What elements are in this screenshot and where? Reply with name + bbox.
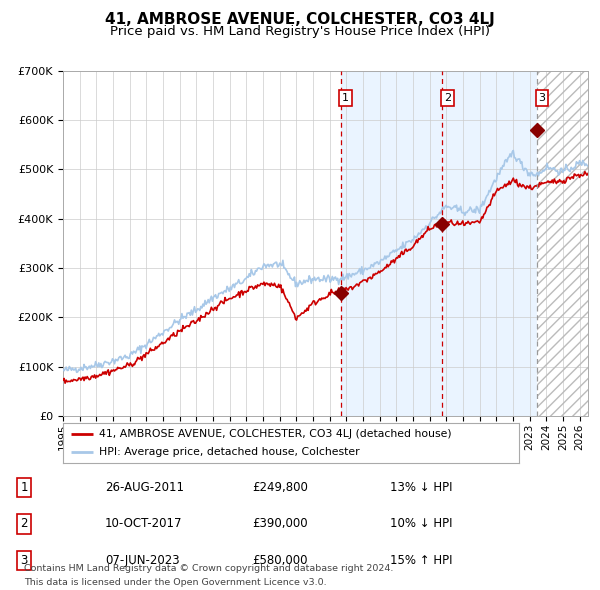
Bar — [537, 71, 588, 416]
Text: 41, AMBROSE AVENUE, COLCHESTER, CO3 4LJ (detached house): 41, AMBROSE AVENUE, COLCHESTER, CO3 4LJ … — [98, 429, 451, 439]
Text: 41, AMBROSE AVENUE, COLCHESTER, CO3 4LJ: 41, AMBROSE AVENUE, COLCHESTER, CO3 4LJ — [105, 12, 495, 27]
Bar — [341, 71, 537, 416]
Text: 07-JUN-2023: 07-JUN-2023 — [105, 554, 179, 567]
Text: 1: 1 — [20, 481, 28, 494]
Text: 3: 3 — [538, 93, 545, 103]
Text: 13% ↓ HPI: 13% ↓ HPI — [390, 481, 452, 494]
Text: 2: 2 — [20, 517, 28, 530]
Bar — [537, 71, 588, 416]
Text: 15% ↑ HPI: 15% ↑ HPI — [390, 554, 452, 567]
Text: 2: 2 — [444, 93, 451, 103]
Text: Contains HM Land Registry data © Crown copyright and database right 2024.: Contains HM Land Registry data © Crown c… — [24, 565, 394, 573]
Text: 10-OCT-2017: 10-OCT-2017 — [105, 517, 182, 530]
Text: 3: 3 — [20, 554, 28, 567]
Text: This data is licensed under the Open Government Licence v3.0.: This data is licensed under the Open Gov… — [24, 578, 326, 587]
Text: HPI: Average price, detached house, Colchester: HPI: Average price, detached house, Colc… — [98, 447, 359, 457]
Text: £390,000: £390,000 — [252, 517, 308, 530]
Text: £249,800: £249,800 — [252, 481, 308, 494]
Text: Price paid vs. HM Land Registry's House Price Index (HPI): Price paid vs. HM Land Registry's House … — [110, 25, 490, 38]
Text: 26-AUG-2011: 26-AUG-2011 — [105, 481, 184, 494]
Text: 10% ↓ HPI: 10% ↓ HPI — [390, 517, 452, 530]
Text: £580,000: £580,000 — [252, 554, 308, 567]
Text: 1: 1 — [342, 93, 349, 103]
